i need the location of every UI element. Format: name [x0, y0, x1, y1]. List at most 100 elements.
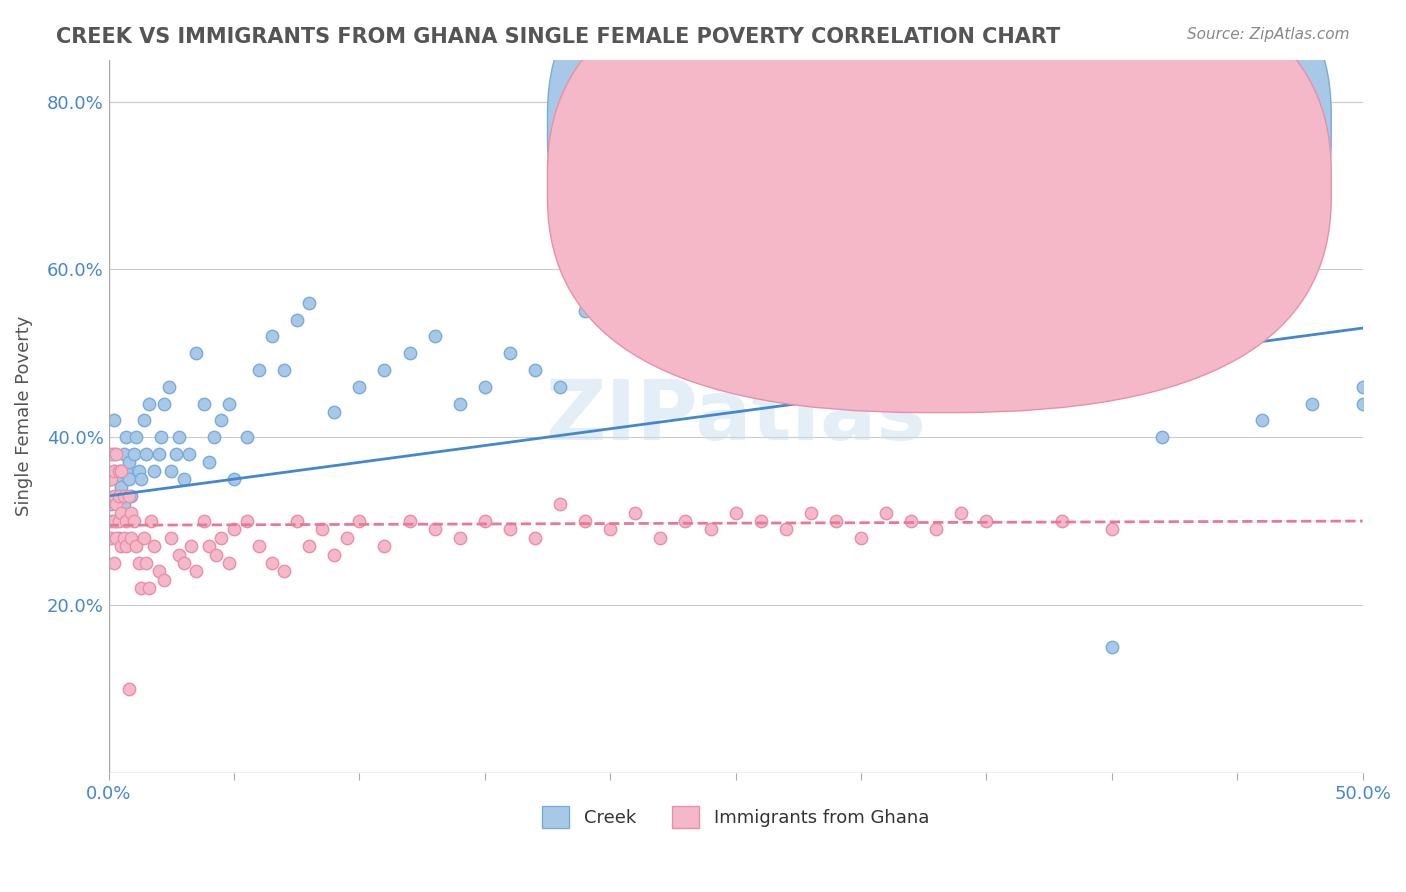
- Immigrants from Ghana: [499, 523, 522, 537]
- Creek: [198, 455, 221, 469]
- Immigrants from Ghana: [120, 506, 142, 520]
- Immigrants from Ghana: [1000, 103, 1022, 117]
- Creek: [373, 363, 395, 377]
- Immigrants from Ghana: [222, 523, 245, 537]
- Immigrants from Ghana: [523, 531, 546, 545]
- Immigrants from Ghana: [474, 514, 496, 528]
- Creek: [105, 514, 128, 528]
- Creek: [167, 430, 190, 444]
- Creek: [976, 262, 998, 277]
- Creek: [499, 346, 522, 360]
- Immigrants from Ghana: [211, 531, 233, 545]
- FancyBboxPatch shape: [905, 74, 1324, 245]
- Immigrants from Ghana: [173, 556, 195, 570]
- Immigrants from Ghana: [775, 523, 797, 537]
- Immigrants from Ghana: [825, 514, 848, 528]
- Immigrants from Ghana: [875, 506, 897, 520]
- Immigrants from Ghana: [311, 523, 333, 537]
- Creek: [218, 396, 240, 410]
- Creek: [398, 346, 420, 360]
- Creek: [273, 363, 295, 377]
- Text: CREEK VS IMMIGRANTS FROM GHANA SINGLE FEMALE POVERTY CORRELATION CHART: CREEK VS IMMIGRANTS FROM GHANA SINGLE FE…: [56, 27, 1060, 46]
- Immigrants from Ghana: [260, 556, 283, 570]
- Immigrants from Ghana: [118, 489, 141, 503]
- Creek: [177, 447, 200, 461]
- Creek: [100, 497, 122, 511]
- Text: R = 0.009   N = 85: R = 0.009 N = 85: [967, 174, 1153, 193]
- Immigrants from Ghana: [398, 514, 420, 528]
- Immigrants from Ghana: [336, 531, 359, 545]
- Creek: [298, 296, 321, 310]
- Creek: [128, 464, 150, 478]
- Creek: [474, 380, 496, 394]
- Immigrants from Ghana: [186, 565, 208, 579]
- Creek: [849, 245, 872, 260]
- Creek: [523, 363, 546, 377]
- Creek: [110, 464, 132, 478]
- Text: R = 0.355   N = 74: R = 0.355 N = 74: [967, 117, 1153, 136]
- Creek: [122, 447, 145, 461]
- Creek: [115, 464, 138, 478]
- Immigrants from Ghana: [675, 514, 697, 528]
- Creek: [235, 430, 257, 444]
- Creek: [1150, 430, 1173, 444]
- Immigrants from Ghana: [849, 531, 872, 545]
- Creek: [186, 346, 208, 360]
- Immigrants from Ghana: [132, 531, 155, 545]
- Creek: [160, 464, 183, 478]
- Immigrants from Ghana: [115, 514, 138, 528]
- Immigrants from Ghana: [110, 464, 132, 478]
- Immigrants from Ghana: [107, 464, 129, 478]
- Immigrants from Ghana: [1101, 523, 1123, 537]
- Creek: [574, 304, 596, 318]
- Creek: [323, 405, 346, 419]
- Text: Source: ZipAtlas.com: Source: ZipAtlas.com: [1187, 27, 1350, 42]
- Creek: [900, 228, 922, 243]
- Immigrants from Ghana: [349, 514, 371, 528]
- Creek: [125, 430, 148, 444]
- Creek: [193, 396, 215, 410]
- Immigrants from Ghana: [148, 565, 170, 579]
- Creek: [1301, 396, 1323, 410]
- Immigrants from Ghana: [574, 514, 596, 528]
- Immigrants from Ghana: [699, 523, 721, 537]
- Creek: [135, 447, 157, 461]
- Creek: [103, 447, 125, 461]
- Immigrants from Ghana: [599, 523, 621, 537]
- Creek: [148, 447, 170, 461]
- Immigrants from Ghana: [105, 447, 128, 461]
- Immigrants from Ghana: [205, 548, 228, 562]
- Creek: [1101, 640, 1123, 654]
- Immigrants from Ghana: [548, 497, 571, 511]
- Legend: Creek, Immigrants from Ghana: Creek, Immigrants from Ghana: [534, 798, 936, 835]
- Immigrants from Ghana: [323, 548, 346, 562]
- Immigrants from Ghana: [103, 514, 125, 528]
- Immigrants from Ghana: [120, 531, 142, 545]
- Creek: [165, 447, 187, 461]
- Immigrants from Ghana: [167, 548, 190, 562]
- Immigrants from Ghana: [423, 523, 446, 537]
- Creek: [423, 329, 446, 343]
- Creek: [132, 413, 155, 427]
- Creek: [775, 262, 797, 277]
- Creek: [222, 472, 245, 486]
- Immigrants from Ghana: [141, 514, 163, 528]
- Immigrants from Ghana: [235, 514, 257, 528]
- Creek: [129, 472, 152, 486]
- Immigrants from Ghana: [1050, 514, 1073, 528]
- Creek: [211, 413, 233, 427]
- Creek: [349, 380, 371, 394]
- Creek: [1351, 396, 1374, 410]
- Immigrants from Ghana: [624, 506, 647, 520]
- Immigrants from Ghana: [218, 556, 240, 570]
- Immigrants from Ghana: [925, 523, 948, 537]
- Immigrants from Ghana: [373, 539, 395, 553]
- Immigrants from Ghana: [103, 489, 125, 503]
- Immigrants from Ghana: [724, 506, 747, 520]
- Creek: [150, 430, 173, 444]
- Immigrants from Ghana: [449, 531, 471, 545]
- Creek: [1025, 279, 1047, 293]
- FancyBboxPatch shape: [547, 0, 1331, 356]
- Immigrants from Ghana: [976, 514, 998, 528]
- Immigrants from Ghana: [118, 681, 141, 696]
